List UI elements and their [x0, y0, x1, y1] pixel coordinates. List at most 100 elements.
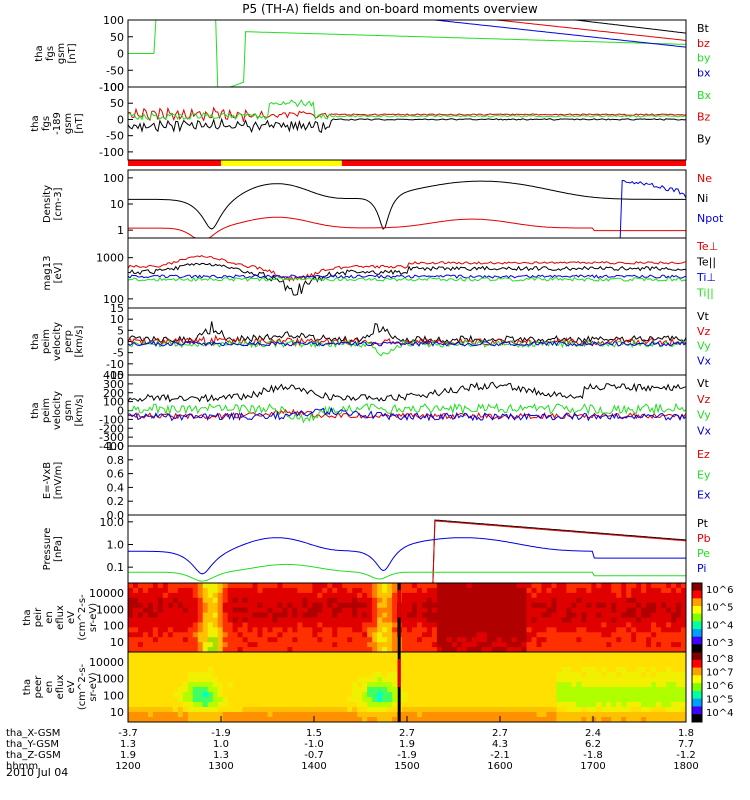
heatmap-cell	[342, 662, 348, 668]
heatmap-cell	[526, 642, 533, 648]
heatmap-cell	[387, 597, 393, 604]
heatmap-cell	[626, 672, 632, 678]
heatmap-cell	[217, 612, 224, 618]
heatmap-cell	[377, 712, 383, 718]
heatmap-cell	[332, 642, 338, 648]
mode-bar-yellow	[221, 160, 342, 166]
heatmap-cell	[137, 612, 144, 618]
heatmap-cell	[446, 687, 453, 693]
heatmap-cell	[162, 652, 169, 658]
heatmap-cell	[636, 687, 642, 693]
heatmap-cell	[646, 612, 652, 618]
heatmap-cell	[571, 647, 577, 653]
heatmap-cell	[486, 717, 493, 723]
heatmap-cell	[142, 627, 149, 633]
heatmap-cell	[656, 622, 662, 628]
heatmap-cell	[207, 587, 214, 594]
heatmap-cell	[307, 667, 313, 673]
heatmap-cell	[636, 602, 642, 609]
heatmap-cell	[511, 657, 518, 663]
heatmap-cell	[152, 612, 159, 618]
heatmap-cell	[282, 587, 288, 594]
heatmap-cell	[606, 617, 612, 623]
heatmap-cell	[576, 687, 582, 693]
heatmap-cell	[357, 592, 363, 599]
heatmap-cell	[167, 597, 174, 604]
y-tick-label: 10000	[89, 587, 124, 600]
heatmap-cell	[656, 612, 662, 618]
heatmap-cell	[352, 597, 358, 604]
heatmap-cell	[272, 632, 278, 638]
heatmap-cell	[621, 717, 627, 723]
heatmap-cell	[207, 607, 214, 614]
heatmap-cell	[576, 647, 582, 653]
heatmap-cell	[312, 677, 318, 683]
heatmap-cell	[446, 637, 453, 643]
heatmap-cell	[436, 607, 443, 614]
heatmap-cell	[496, 672, 503, 678]
heatmap-cell	[172, 652, 179, 658]
heatmap-cell	[282, 617, 288, 623]
heatmap-cell	[671, 707, 677, 713]
heatmap-cell	[167, 647, 174, 653]
heatmap-cell	[421, 702, 428, 708]
heatmap-cell	[486, 657, 493, 663]
heatmap-cell	[237, 672, 244, 678]
heatmap-cell	[242, 583, 249, 589]
heatmap-cell	[451, 587, 458, 594]
heatmap-cell	[297, 637, 303, 643]
heatmap-cell	[302, 592, 308, 599]
heatmap-cell	[606, 712, 612, 718]
heatmap-cell	[177, 692, 184, 698]
heatmap-cell	[142, 657, 149, 663]
heatmap-cell	[277, 677, 283, 683]
heatmap-cell	[521, 587, 528, 594]
heatmap-cell	[152, 702, 159, 708]
heatmap-cell	[147, 657, 154, 663]
heatmap-cell	[511, 677, 518, 683]
heatmap-cell	[441, 637, 448, 643]
y-tick-label: -15	[106, 369, 124, 382]
heatmap-cell	[641, 687, 647, 693]
heatmap-cell	[237, 712, 244, 718]
heatmap-cell	[257, 642, 264, 648]
heatmap-cell	[446, 707, 453, 713]
y-axis-label: [cm-3]	[53, 187, 64, 220]
heatmap-cell	[307, 717, 313, 723]
heatmap-cell	[451, 632, 458, 638]
heatmap-cell	[581, 607, 587, 614]
heatmap-cell	[671, 637, 677, 643]
heatmap-cell	[551, 712, 557, 718]
heatmap-cell	[676, 687, 682, 693]
heatmap-cell	[501, 697, 508, 703]
heatmap-cell	[546, 602, 552, 609]
heatmap-cell	[162, 707, 169, 713]
legend-Vy: Vy	[697, 340, 711, 353]
heatmap-cell	[222, 583, 229, 589]
heatmap-cell	[227, 662, 234, 668]
heatmap-cell	[202, 642, 209, 648]
heatmap-cell	[162, 677, 169, 683]
heatmap-cell	[656, 672, 662, 678]
heatmap-cell	[347, 632, 353, 638]
heatmap-cell	[242, 687, 249, 693]
heatmap-cell	[152, 592, 159, 599]
heatmap-cell	[416, 617, 423, 623]
heatmap-cell	[646, 602, 652, 609]
heatmap-cell	[337, 677, 343, 683]
heatmap-cell	[217, 677, 224, 683]
heatmap-cell	[137, 672, 144, 678]
heatmap-cell	[128, 632, 134, 638]
y-tick-label: 5	[117, 324, 124, 337]
heatmap-cell	[586, 637, 592, 643]
heatmap-cell	[611, 692, 617, 698]
heatmap-cell	[631, 667, 637, 673]
heatmap-cell	[476, 647, 483, 653]
heatmap-cell	[407, 592, 413, 599]
heatmap-cell	[631, 652, 637, 658]
heatmap-cell	[237, 677, 244, 683]
heatmap-cell	[471, 712, 478, 718]
heatmap-cell	[581, 652, 587, 658]
heatmap-cell	[681, 652, 687, 658]
